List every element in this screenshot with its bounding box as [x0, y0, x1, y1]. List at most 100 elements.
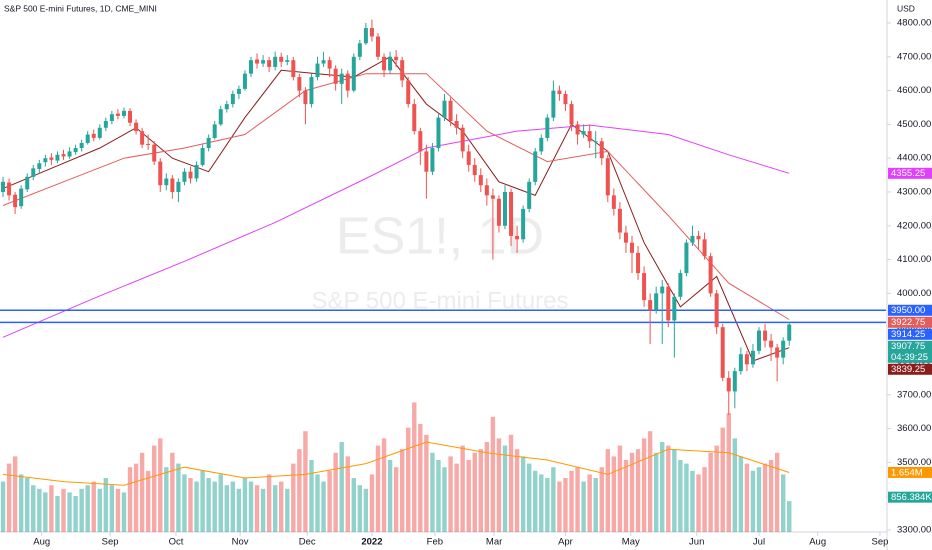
volume-bar	[49, 485, 54, 532]
volume-bar	[85, 485, 90, 532]
volume-bar	[333, 452, 338, 532]
volume-bar	[454, 463, 459, 532]
candle-body	[605, 158, 610, 196]
candle-body	[140, 131, 145, 145]
x-tick-label: Dec	[299, 537, 316, 548]
volume-bar	[260, 488, 266, 532]
volume-bar	[551, 467, 556, 532]
volume-bar	[611, 456, 617, 532]
volume-bar	[563, 478, 568, 532]
volume-bar	[418, 424, 423, 532]
volume-bar	[375, 445, 381, 532]
candle-body	[442, 100, 447, 118]
candle-body	[146, 143, 151, 145]
candle-body	[527, 181, 532, 209]
candle-body	[357, 43, 362, 57]
volume-bar	[139, 452, 145, 532]
volume-bar	[266, 474, 272, 532]
volume-bar	[188, 478, 193, 532]
line-price-label-box	[888, 328, 932, 340]
volume-bar	[37, 488, 42, 532]
volume-bar	[230, 481, 236, 532]
x-tick-label: Apr	[558, 537, 573, 548]
volume-bar	[569, 470, 574, 532]
volume-bar	[406, 427, 411, 532]
candle-body	[466, 151, 471, 165]
volume-bar	[79, 488, 84, 532]
candle-body	[738, 354, 743, 372]
x-tick-label: Jun	[689, 537, 704, 548]
candle-body	[176, 181, 181, 192]
volume-ma-label-box	[888, 466, 932, 478]
candle-body	[684, 242, 689, 274]
candle-body	[750, 350, 755, 365]
candle-body	[587, 131, 592, 142]
candle-body	[109, 114, 114, 122]
candle-body	[787, 324, 792, 341]
candle-body	[315, 63, 320, 78]
candle-body	[309, 77, 314, 105]
volume-bar	[387, 460, 393, 532]
candle-body	[690, 235, 695, 243]
volume-bar	[194, 481, 199, 532]
candle-body	[708, 256, 713, 294]
volume-bar	[200, 470, 205, 532]
candle-body	[654, 293, 659, 311]
volume-bar	[780, 474, 786, 532]
volume-bar	[272, 485, 278, 532]
volume-bar	[315, 474, 320, 532]
candle-body	[581, 131, 586, 135]
volume-bar	[206, 478, 211, 532]
volume-bar	[133, 463, 139, 532]
candle-body	[206, 137, 211, 149]
volume-bar	[684, 463, 689, 532]
volume-bar	[629, 452, 635, 532]
volume-bar	[91, 481, 96, 532]
volume-bar	[647, 431, 653, 532]
candle-body	[134, 122, 139, 132]
volume-bar	[708, 452, 713, 532]
candle-body	[642, 273, 647, 301]
candle-body	[212, 124, 217, 138]
candle-body	[617, 208, 622, 233]
candle-body	[569, 104, 574, 125]
candle-body	[521, 208, 526, 240]
volume-bar	[774, 452, 780, 532]
x-tick-label: Oct	[169, 537, 184, 548]
candle-body	[158, 161, 163, 186]
volume-bar	[6, 463, 12, 532]
volume-bar	[381, 438, 387, 532]
candle-body	[351, 56, 356, 91]
volume-bar	[617, 445, 623, 532]
candle-body	[648, 300, 653, 311]
y-tick-label: 4300.00	[897, 186, 931, 197]
candle-body	[430, 148, 435, 172]
volume-bar	[339, 442, 344, 532]
ma-price-label: 4355.25	[891, 168, 925, 179]
candle-body	[460, 127, 465, 152]
candle-body	[103, 121, 108, 128]
candle-body	[230, 93, 235, 105]
y-tick-label: 4500.00	[897, 119, 931, 130]
volume-bar	[351, 478, 356, 532]
volume-bar	[212, 481, 217, 532]
volume-bar	[297, 449, 302, 532]
volume-bar	[539, 474, 544, 532]
candle-body	[557, 90, 562, 94]
candle-body	[279, 56, 284, 62]
x-tick-label: May	[622, 537, 640, 548]
candle-body	[515, 235, 520, 240]
candle-body	[775, 347, 780, 358]
candle-body	[303, 90, 308, 105]
candle-body	[394, 56, 399, 61]
volume-bar	[635, 449, 641, 532]
volume-bar	[424, 434, 429, 532]
volume-bar	[109, 485, 115, 532]
volume-bar	[436, 460, 441, 532]
volume-bar	[678, 460, 683, 532]
volume-bar	[702, 467, 707, 532]
candle-body	[599, 141, 604, 159]
candle-body	[575, 124, 580, 135]
line-price-label-box	[888, 304, 932, 316]
